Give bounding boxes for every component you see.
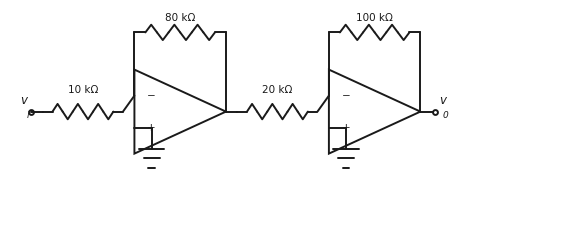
Text: 10 kΩ: 10 kΩ	[67, 85, 98, 95]
Text: v: v	[439, 94, 446, 107]
Text: 80 kΩ: 80 kΩ	[165, 13, 196, 23]
Text: v: v	[20, 94, 27, 107]
Text: −: −	[341, 91, 350, 101]
Text: 20 kΩ: 20 kΩ	[262, 85, 293, 95]
Text: 0: 0	[443, 111, 448, 120]
Text: 100 kΩ: 100 kΩ	[356, 13, 393, 23]
Text: −: −	[147, 91, 156, 101]
Text: +: +	[341, 123, 350, 132]
Text: i: i	[27, 111, 29, 120]
Text: +: +	[147, 123, 156, 132]
